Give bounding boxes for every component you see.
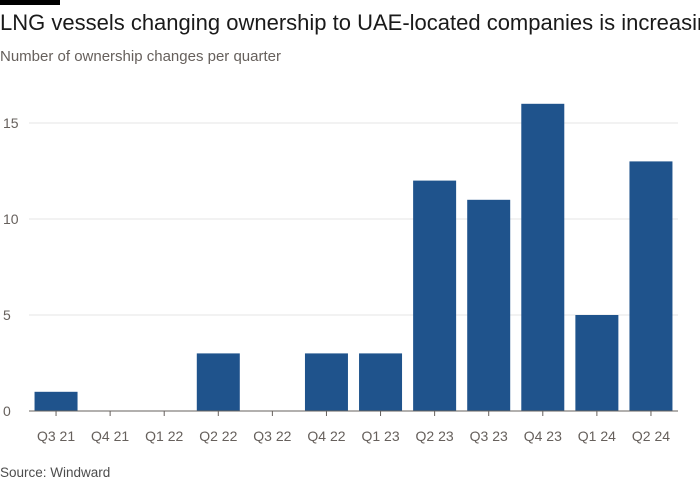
bar: [521, 103, 565, 412]
bar: [467, 199, 511, 411]
x-tick-label: Q2 22: [199, 428, 237, 444]
x-tick-label: Q3 23: [470, 428, 508, 444]
x-tick-label: Q4 22: [307, 428, 345, 444]
x-tick-label: Q4 21: [91, 428, 129, 444]
bar: [575, 315, 619, 411]
y-tick-label: 0: [3, 403, 11, 419]
bar: [629, 161, 673, 411]
y-tick-label: 10: [3, 211, 19, 227]
chart-subtitle: Number of ownership changes per quarter: [0, 48, 281, 65]
x-tick-label: Q2 24: [632, 428, 670, 444]
chart-title: LNG vessels changing ownership to UAE-lo…: [0, 10, 700, 35]
x-tick-label: Q4 23: [524, 428, 562, 444]
brand-accent-bar: [0, 0, 60, 5]
x-tick-label: Q1 23: [361, 428, 399, 444]
bar: [34, 391, 78, 411]
source-note: Source: Windward: [0, 465, 111, 480]
bar: [304, 353, 348, 411]
x-tick-label: Q2 23: [416, 428, 454, 444]
y-tick-label: 15: [3, 115, 19, 131]
y-tick-label: 5: [3, 307, 11, 323]
bar: [359, 353, 403, 411]
x-tick-label: Q3 21: [37, 428, 75, 444]
x-tick-label: Q3 22: [253, 428, 291, 444]
x-tick-label: Q1 22: [145, 428, 183, 444]
bar: [413, 180, 457, 411]
bar: [196, 353, 240, 411]
x-tick-label: Q1 24: [578, 428, 616, 444]
